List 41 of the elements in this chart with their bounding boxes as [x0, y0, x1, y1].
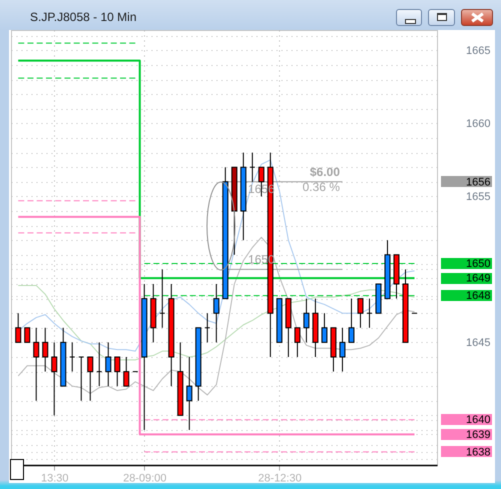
candlestick — [366, 298, 372, 328]
candlestick — [249, 152, 256, 182]
y-tick-label: 1665 — [466, 44, 490, 57]
candlestick — [96, 342, 102, 387]
annotation: $6.00 — [310, 165, 340, 179]
y-tick-label: 1648 — [466, 290, 490, 302]
x-tick-label: 28-09:00 — [123, 472, 167, 484]
candlestick — [69, 342, 76, 372]
candlestick — [357, 298, 364, 328]
candlestick — [303, 298, 310, 343]
candlestick — [204, 312, 210, 343]
candlestick — [105, 342, 112, 387]
candlestick — [87, 356, 94, 402]
candlestick — [321, 312, 328, 343]
y-tick-label: 1660 — [466, 118, 490, 130]
y-tick-label: 1645 — [466, 336, 490, 349]
candlestick — [123, 356, 130, 387]
candlestick — [294, 327, 300, 358]
y-tick-label: 1639 — [466, 428, 490, 441]
y-tick-label: 1649 — [466, 272, 490, 285]
candlestick — [159, 268, 166, 328]
x-tick-label: 28-12:30 — [258, 472, 302, 484]
x-tick-label: 13:30 — [40, 472, 68, 484]
candlestick — [213, 283, 220, 343]
candlestick — [186, 356, 192, 430]
candlestick — [114, 356, 120, 387]
y-tick-label: 1640 — [466, 414, 490, 426]
y-tick-label: 1655 — [466, 190, 490, 203]
y-tick-label: 1638 — [466, 446, 490, 458]
annotation: 0.36 % — [302, 180, 340, 194]
candlestick — [78, 356, 84, 402]
candlestick — [24, 327, 30, 343]
y-tick-label: 1656 — [466, 176, 490, 188]
candlestick — [51, 342, 58, 416]
candlestick — [348, 298, 354, 343]
chart-title: S.JP.J8058 - 10 Min — [30, 10, 137, 24]
candlestick — [15, 312, 22, 343]
candlestick — [339, 327, 346, 372]
y-tick-label: 1650 — [466, 258, 490, 270]
candlestick — [33, 327, 40, 402]
candlestick — [42, 327, 48, 372]
